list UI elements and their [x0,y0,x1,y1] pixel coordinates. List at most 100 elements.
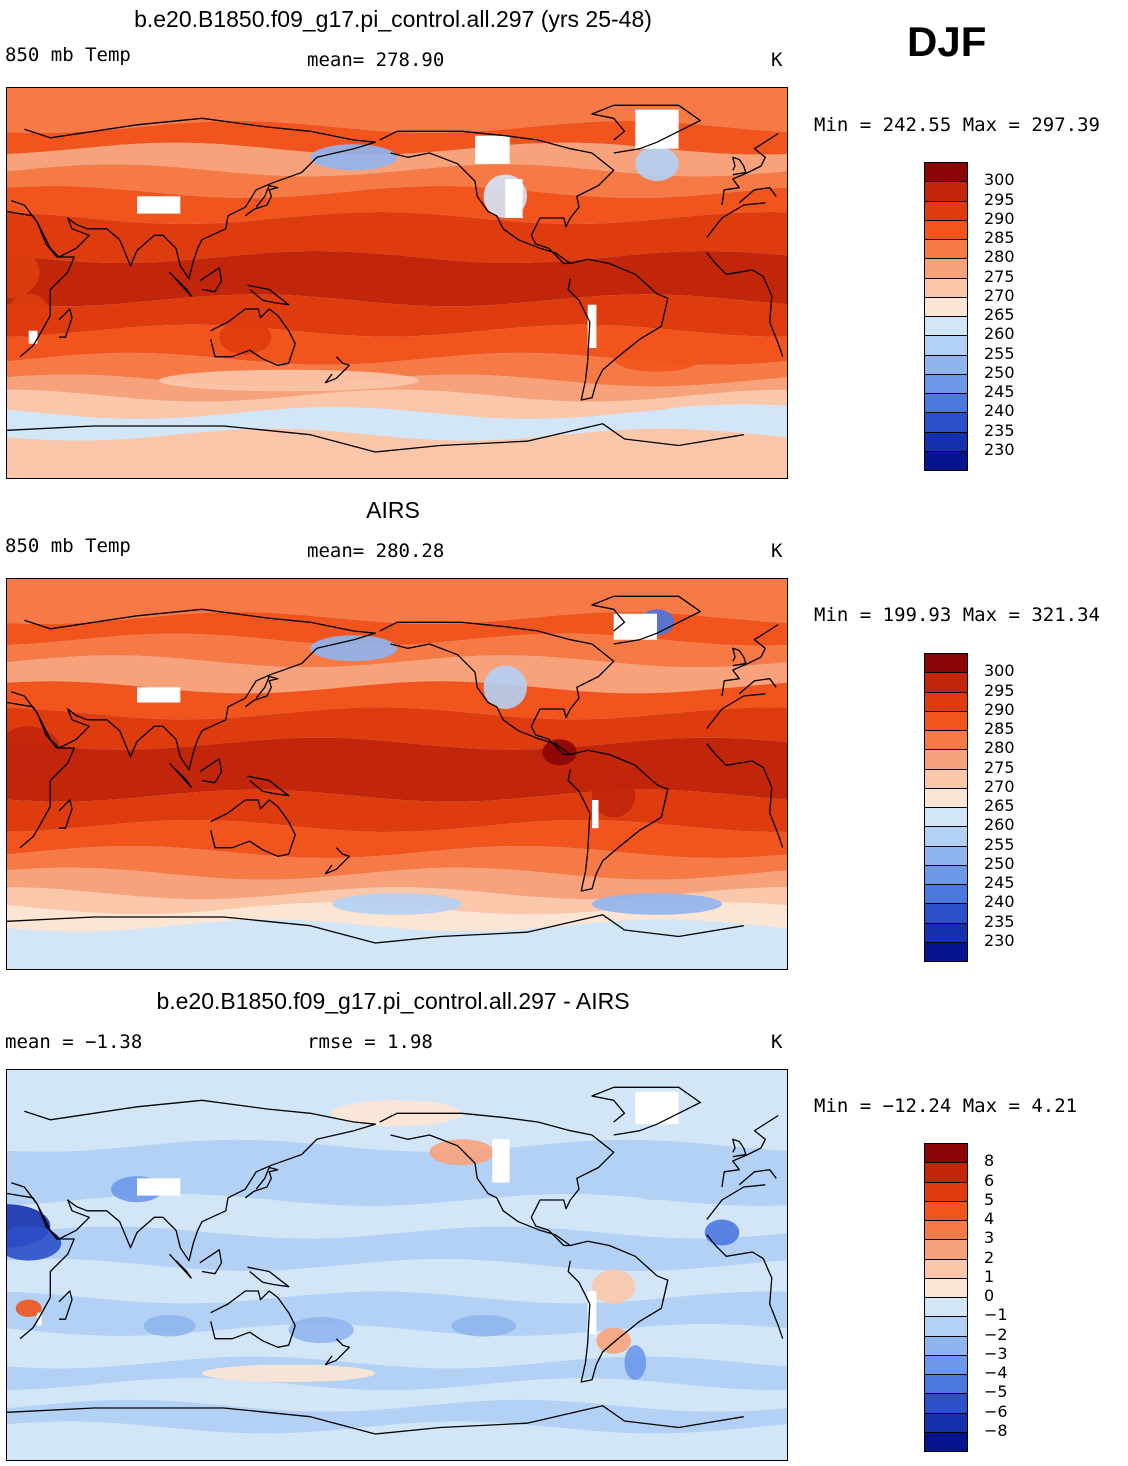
colorbar-swatch [924,1200,968,1221]
colorbar-tick-label: 2 [984,1247,995,1267]
colorbar-swatch [924,1335,968,1356]
colorbar-swatch [924,412,968,433]
coastline [199,758,223,784]
temperature-band [7,681,787,720]
colorbar-swatch [924,884,968,905]
missing-data-patch [587,1291,597,1335]
colorbar-swatch [924,845,968,866]
temperature-band [7,164,787,198]
temperature-band [7,1356,787,1391]
colorbar-swatch [924,672,968,693]
colorbar-tick-label: −1 [984,1305,1008,1325]
temperature-band [7,186,787,224]
missing-data-patch [137,1178,181,1196]
colorbar-tick-label: −8 [984,1420,1008,1440]
colorbar-swatch [924,941,968,962]
anomaly-region [542,739,577,766]
coastline [210,308,296,366]
panel-1-minmax-label: Min = 242.55 Max = 297.39 [814,114,1100,136]
colorbar-swatch [924,1143,968,1164]
temperature-band [7,142,787,177]
missing-data-patch [587,304,597,348]
coastline [199,1249,223,1275]
coastline [11,1099,779,1262]
anomaly-region [657,404,787,422]
colorbar-tick-label: 260 [984,815,1015,835]
colorbar-swatch [924,162,968,183]
temperature-band [7,1226,787,1271]
coastline [58,799,73,829]
colorbar-swatch [924,1316,968,1337]
coastline [732,1138,747,1158]
season-label: DJF [907,18,987,65]
temperature-band [7,612,787,646]
colorbar-swatch [924,296,968,317]
temperature-band [7,707,787,750]
panel-1-units-label: K [771,49,783,71]
colorbar-swatch [924,335,968,356]
colorbar-tick-label: 255 [984,834,1015,854]
colorbar-tick-label: −3 [984,1343,1008,1363]
temperature-band [7,655,787,694]
colorbar-tick-label: 250 [984,362,1015,382]
colorbar-tick-label: 290 [984,208,1015,228]
colorbar-tick-label: 8 [984,1151,995,1171]
colorbar-swatch [924,1181,968,1202]
colorbar-swatch [924,431,968,452]
anomaly-region [219,319,272,355]
temperature-band [7,88,787,133]
panel-2-mean-label: mean= 280.28 [307,540,445,562]
anomaly-region [7,1226,62,1261]
anomaly-region [310,635,398,662]
colorbar-swatch [924,181,968,202]
anomaly-region [451,1314,517,1337]
coastline [210,1290,296,1348]
colorbar-swatch [924,354,968,375]
coastline [7,1405,744,1435]
colorbar-tick-label: 300 [984,661,1015,681]
colorbar-tick-label: 275 [984,757,1015,777]
colorbar-swatch [924,393,968,414]
panel-1-mean-label: mean= 278.90 [307,49,445,71]
colorbar-swatch [924,258,968,279]
colorbar-tick-label: 230 [984,439,1015,459]
missing-data-patch [137,196,181,214]
coastline [324,1338,350,1366]
panel-3-units-label: K [771,1031,783,1053]
coastline [379,1112,615,1247]
colorbar-swatch [924,277,968,298]
colorbar-tick-label: −4 [984,1363,1008,1382]
panel-2-units-label: K [771,540,783,562]
anomaly-region [429,1139,495,1166]
missing-data-patch [492,1139,510,1183]
temperature-band [7,1378,787,1412]
temperature-band [7,1194,787,1239]
panel-3-colorbar: 8 6 5 4 3 2 1 0 −1 −2 −3 −4 −5 −6 −8 [924,1143,1008,1452]
temperature-band [7,407,787,441]
colorbar-tick-label: 245 [984,873,1015,892]
colorbar-tick-label: 295 [984,189,1015,209]
temperature-band [7,251,787,307]
coastline [591,1086,701,1136]
anomaly-region [613,345,701,372]
colorbar-tick-label: 235 [984,911,1015,931]
colorbar-swatch [924,1374,968,1395]
coastline [7,914,744,944]
coastline [247,775,290,797]
panel-2-variable-label: 850 mb Temp [5,535,131,557]
colorbar-tick-label: 0 [984,1286,995,1305]
anomaly-region [288,1317,354,1343]
colorbar-tick-label: 5 [984,1189,995,1209]
coastline [11,608,779,771]
temperature-band [7,820,787,858]
colorbar-swatch [924,1220,968,1241]
panel-2-minmax-label: Min = 199.93 Max = 321.34 [814,604,1100,626]
coastline [210,799,296,857]
coastline [591,595,701,645]
anomaly-region [158,369,419,392]
colorbar-tick-label: 275 [984,266,1015,286]
colorbar-tick-label: 1 [984,1266,995,1286]
anomaly-region [7,726,62,779]
colorbar-swatch [924,903,968,924]
coastline [247,284,290,306]
